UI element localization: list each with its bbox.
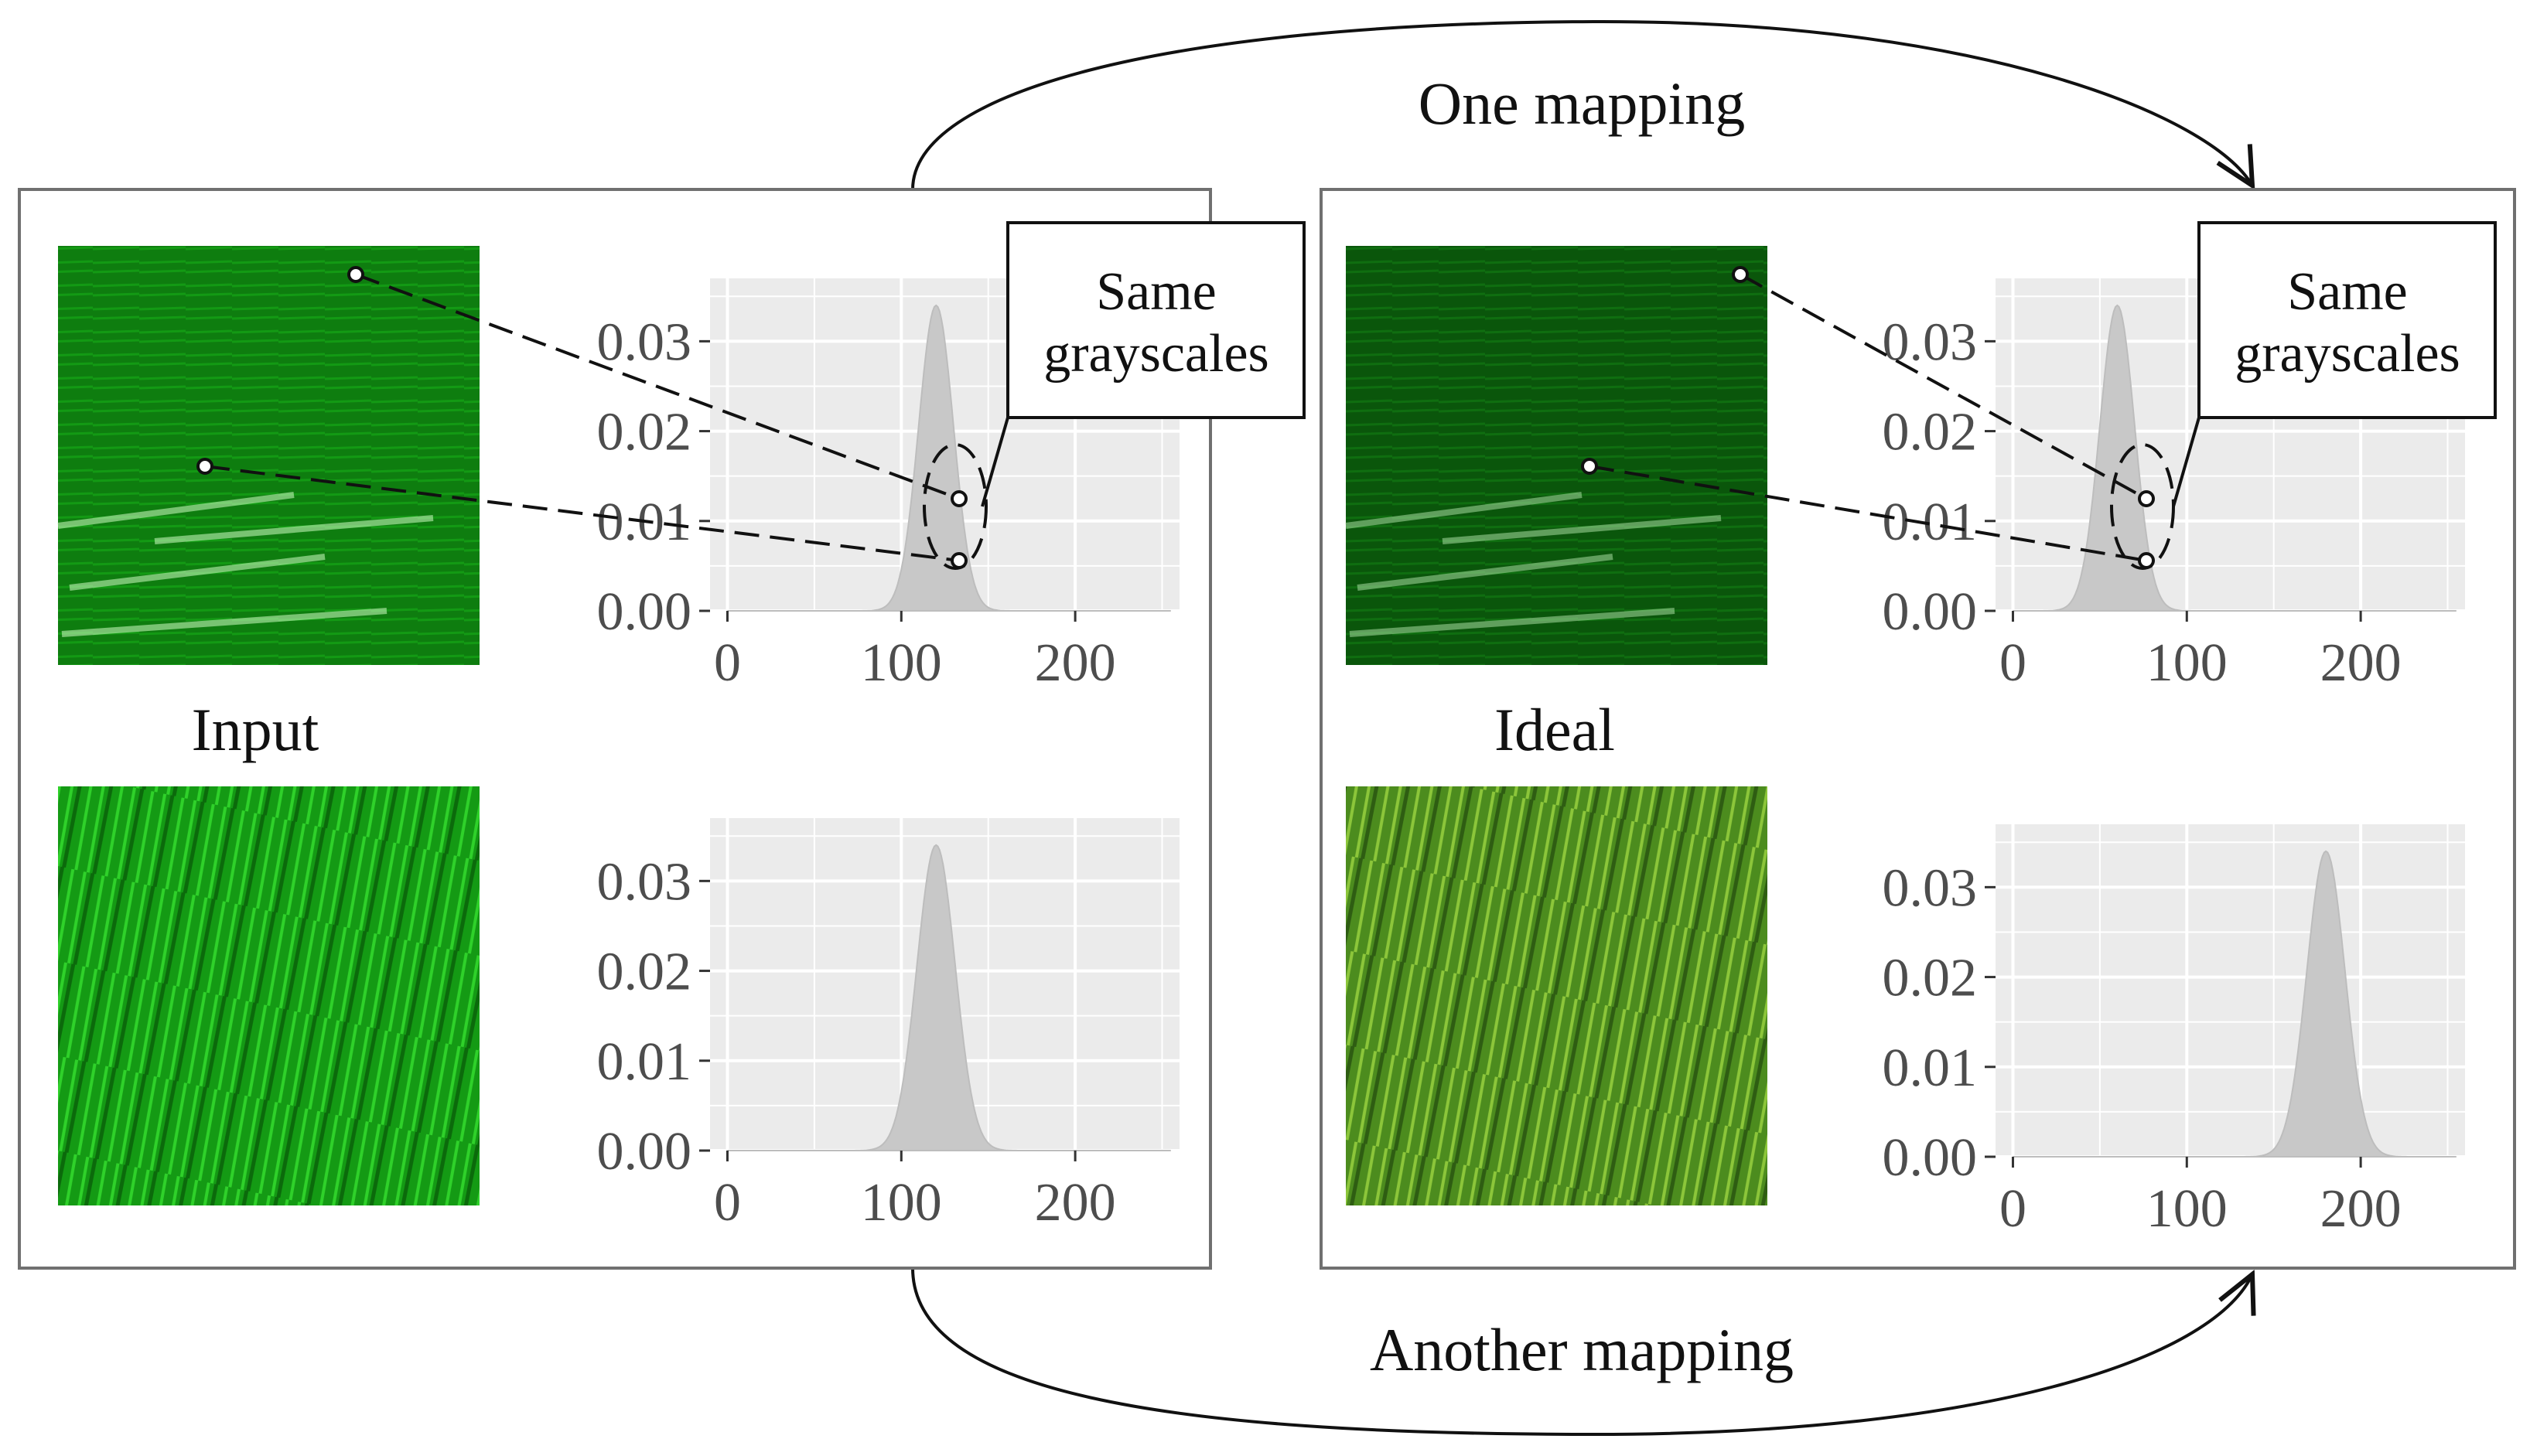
ideal-grayscale-ellipse (2110, 443, 2175, 570)
ideal-top-hist-y-tick-label: 0.02 (1883, 403, 1978, 462)
input-grayscale-ellipse (923, 443, 988, 570)
top-mapping-label: One mapping (1419, 70, 1745, 137)
ideal-callout-box (2197, 221, 2497, 419)
ideal-label: Ideal (1494, 696, 1615, 763)
ideal-top-hist-y-tick-label: 0.00 (1883, 582, 1978, 642)
input-bottom-hist-distribution (727, 844, 1171, 1151)
input-top-hist-distribution (727, 304, 1171, 612)
input-bottom-hist-y-tick-label: 0.03 (597, 852, 692, 912)
ideal-bottom-hist-y-tick-label: 0.03 (1883, 858, 1978, 918)
input-bottom-grass-image (58, 786, 480, 1205)
bottom-mapping-label: Another mapping (1370, 1316, 1794, 1383)
input-label: Input (192, 696, 319, 763)
input-callout-pointer (981, 417, 1009, 507)
input-bottom-histogram: 0 100 200 0.00 0.01 0.02 0.03 (597, 818, 1180, 1233)
bottom-mapping-arrow: Another mapping (911, 1267, 2252, 1437)
ideal-bottom-hist-plot-background (1996, 824, 2465, 1157)
ideal-top-grass-highlights (1345, 492, 1722, 637)
input-top-hist-x-tick-label: 100 (861, 633, 942, 693)
input-point-lower-start (196, 458, 213, 475)
top-mapping-arrow: One mapping (911, 19, 2252, 189)
input-top-grass-image (58, 246, 480, 665)
input-bottom-hist-y-tick-label: 0.00 (597, 1122, 692, 1182)
input-bottom-hist-x-tick-label: 200 (1035, 1173, 1116, 1233)
input-bottom-hist-x-tick-label: 100 (861, 1173, 942, 1233)
ideal-bottom-hist-y-tick-label: 0.01 (1883, 1038, 1978, 1098)
ideal-bottom-hist-x-tick-label: 200 (2320, 1179, 2402, 1239)
ideal-callout-line-2: grayscales (2235, 324, 2460, 384)
input-callout-line-2: grayscales (1043, 324, 1269, 384)
ideal-bottom-hist-y-tick-label: 0.02 (1883, 949, 1978, 1008)
ideal-panel-frame (1320, 188, 2516, 1270)
input-bottom-hist-y-tick-label: 0.01 (597, 1032, 692, 1092)
input-panel-frame (18, 188, 1212, 1270)
ideal-top-grass-image (1346, 246, 1767, 665)
ideal-connector-upper (1740, 273, 2147, 500)
ideal-point-upper-end (2138, 490, 2155, 507)
input-bottom-hist-x-tick-label: 0 (714, 1173, 741, 1233)
ideal-callout-pointer (2172, 417, 2201, 507)
input-top-hist-y-tick-label: 0.00 (597, 582, 692, 642)
ideal-point-lower-start (1581, 458, 1598, 475)
input-connector-upper (355, 273, 960, 500)
ideal-top-hist-x-tick-label: 100 (2146, 633, 2228, 693)
input-top-hist-y-tick-label: 0.02 (597, 403, 692, 462)
ideal-panel: Ideal 0 100 200 0.00 0.01 0.02 0.03 0 100 200 0.0… (1320, 188, 2516, 1270)
input-point-lower-end (951, 552, 968, 569)
input-top-hist-y-tick-label: 0.03 (597, 312, 692, 372)
input-top-hist-x-tick-label: 200 (1035, 633, 1116, 693)
ideal-bottom-hist-x-tick-label: 0 (1999, 1179, 2026, 1239)
ideal-top-hist-x-tick-label: 200 (2320, 633, 2402, 693)
ideal-top-hist-x-tick-label: 0 (1999, 633, 2026, 693)
input-bottom-hist-y-tick-label: 0.02 (597, 943, 692, 1002)
input-callout-box (1006, 221, 1306, 419)
ideal-callout-line-1: Same (2287, 262, 2408, 322)
ideal-point-upper-start (1732, 266, 1749, 283)
input-top-grass-highlights (57, 492, 434, 637)
ideal-bottom-histogram: 0 100 200 0.00 0.01 0.02 0.03 (1883, 824, 2465, 1239)
input-connector-lower (204, 465, 960, 562)
input-callout-line-1: Same (1096, 262, 1217, 322)
ideal-point-lower-end (2138, 552, 2155, 569)
ideal-bottom-hist-distribution (2013, 850, 2457, 1158)
ideal-callout: Same grayscales (1581, 221, 2497, 570)
ideal-top-hist-y-tick-label: 0.03 (1883, 312, 1978, 372)
input-point-upper-end (951, 490, 968, 507)
ideal-bottom-grass-image (1346, 786, 1767, 1205)
input-callout: Same grayscales (196, 221, 1306, 570)
ideal-bottom-hist-x-tick-label: 100 (2146, 1179, 2228, 1239)
input-top-hist-x-tick-label: 0 (714, 633, 741, 693)
ideal-bottom-hist-y-tick-label: 0.00 (1883, 1128, 1978, 1188)
input-panel: Input 0 100 200 0.00 0.01 0.02 0.03 0 100 200 0.0… (18, 188, 1306, 1270)
ideal-top-hist-y-tick-label: 0.01 (1883, 493, 1978, 552)
input-point-upper-start (347, 266, 364, 283)
ideal-connector-lower (1589, 465, 2147, 562)
